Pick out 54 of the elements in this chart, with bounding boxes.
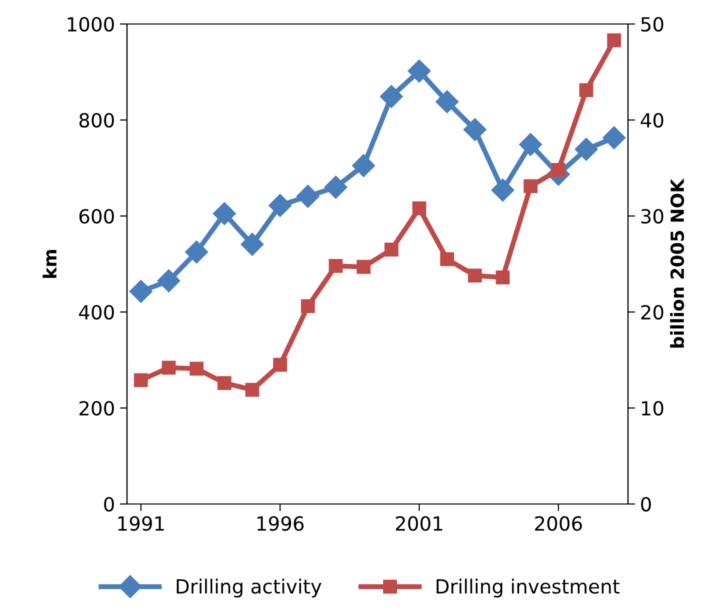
point: [491, 178, 514, 202]
y2-tick-label: 0: [641, 496, 651, 512]
x-tick-label: 2006: [535, 516, 582, 531]
y-tick-label: 400: [79, 304, 114, 320]
point: [296, 184, 320, 208]
point: [436, 90, 459, 114]
y-tick-label: 800: [79, 112, 114, 128]
x-tick-label: 1996: [257, 516, 304, 531]
x-tick-label: 1991: [118, 516, 164, 531]
point: [607, 33, 622, 48]
legend-label: Drilling activity: [176, 578, 322, 598]
point: [300, 299, 315, 314]
y-tick-label: 1000: [68, 16, 114, 32]
y-tick-label: 0: [104, 496, 114, 512]
point: [212, 202, 236, 226]
point: [157, 269, 180, 292]
point: [185, 240, 208, 264]
point: [356, 260, 371, 274]
point: [440, 252, 454, 266]
point: [380, 84, 403, 108]
point: [468, 268, 482, 282]
point: [463, 118, 486, 142]
x-tick-label: 2001: [396, 516, 442, 531]
point: [328, 258, 343, 273]
point: [352, 154, 376, 178]
point: [129, 280, 152, 303]
y2-tick-label: 30: [641, 208, 664, 224]
y-tick-label: 600: [79, 208, 114, 224]
point: [408, 60, 431, 83]
legend-label: Drilling investment: [436, 578, 620, 598]
point: [190, 362, 204, 376]
y2-axis-title: billion 2005 NOK: [670, 178, 684, 348]
y2-tick-label: 20: [641, 304, 664, 320]
point: [324, 176, 348, 199]
point: [162, 360, 176, 375]
point: [519, 132, 542, 156]
point: [412, 201, 426, 216]
point: [268, 194, 292, 217]
point: [496, 270, 510, 284]
point: [240, 232, 264, 256]
point: [273, 358, 288, 372]
y-axis-title: km: [42, 250, 56, 278]
point: [524, 179, 538, 194]
point: [602, 126, 626, 150]
point: [134, 373, 148, 388]
point: [579, 83, 594, 98]
point: [245, 382, 260, 397]
y2-tick-label: 10: [642, 400, 664, 416]
y-tick-label: 200: [80, 400, 114, 416]
point: [574, 138, 598, 161]
y2-tick-label: 50: [641, 16, 664, 32]
y2-tick-label: 40: [640, 112, 664, 128]
point: [384, 242, 398, 257]
point: [217, 376, 232, 390]
